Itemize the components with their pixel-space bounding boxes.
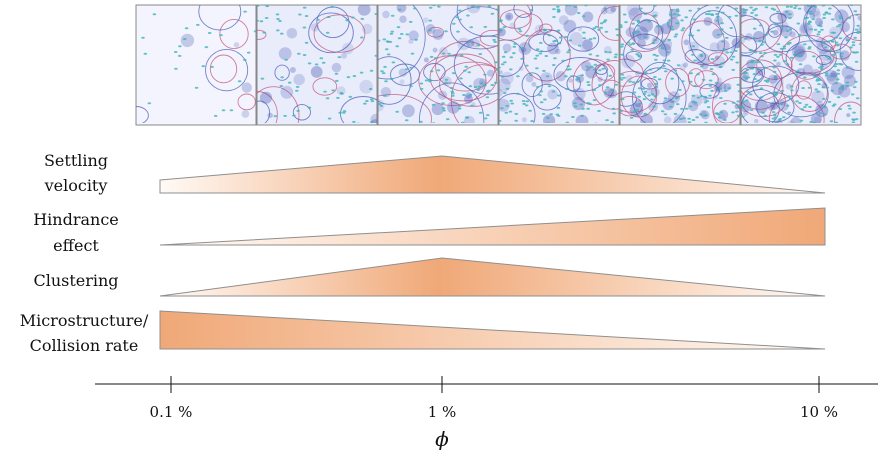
- tick-label-10-percent: 10 %: [800, 403, 838, 421]
- wedge-hindrance-effect: [159, 207, 826, 246]
- wedge-microstructure-collision-rate: [159, 310, 826, 350]
- label-microstructure-1: Microstructure/: [20, 311, 149, 330]
- phi-axis: 0.1 % 1 % 10 % ϕ: [95, 376, 878, 451]
- label-hindrance-effect-2: effect: [53, 236, 99, 255]
- axis-symbol-phi: ϕ: [435, 427, 449, 451]
- label-microstructure-2: Collision rate: [30, 336, 139, 355]
- label-settling-velocity-1: Settling: [44, 151, 108, 170]
- label-settling-velocity-2: velocity: [44, 176, 108, 195]
- simulation-snapshot-6: [740, 4, 862, 126]
- simulation-snapshot-3: [377, 4, 499, 126]
- simulation-snapshot-5: [619, 4, 741, 126]
- label-hindrance-effect-1: Hindrance: [33, 210, 119, 229]
- row-labels: Settling velocity Hindrance effect Clust…: [20, 151, 149, 355]
- snapshot-strip: [135, 4, 862, 126]
- wedge-clustering: [159, 257, 826, 297]
- trend-wedges: [159, 155, 826, 350]
- tick-label-1-percent: 1 %: [428, 403, 457, 421]
- simulation-snapshot-4: [498, 4, 620, 126]
- simulation-snapshot-2: [256, 4, 378, 126]
- tick-label-0-1-percent: 0.1 %: [150, 403, 193, 421]
- wedge-settling-velocity: [159, 155, 826, 194]
- label-clustering: Clustering: [33, 271, 118, 290]
- simulation-snapshot-1: [135, 4, 257, 126]
